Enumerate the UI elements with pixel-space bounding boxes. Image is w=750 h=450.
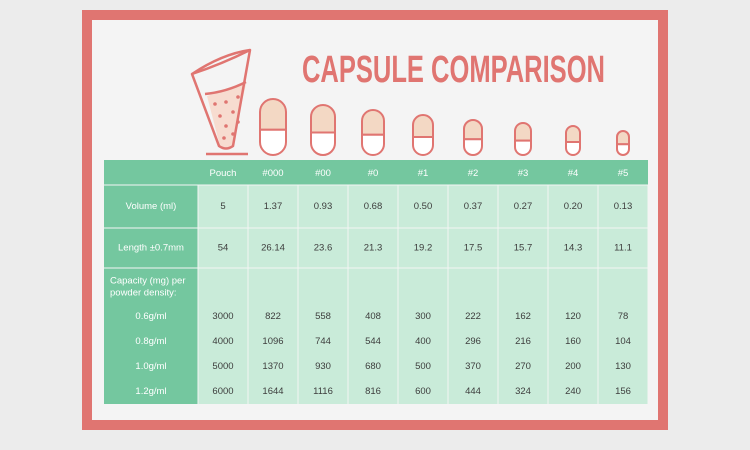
density-label: 0.8g/ml bbox=[135, 336, 166, 347]
cell-value: 104 bbox=[615, 336, 631, 347]
cell-value: 324 bbox=[515, 386, 531, 397]
pouch-icon bbox=[190, 48, 252, 156]
capsule-bottom bbox=[412, 136, 434, 156]
cell-value: 544 bbox=[365, 336, 381, 347]
cell-value: 3000 bbox=[212, 311, 233, 322]
column-header: #5 bbox=[618, 168, 629, 179]
cell-value: 17.5 bbox=[464, 243, 483, 254]
cell-value: 600 bbox=[415, 386, 431, 397]
cell-value: 408 bbox=[365, 311, 381, 322]
capsule-top bbox=[463, 119, 483, 141]
label-column bbox=[104, 185, 198, 404]
capsule-bottom bbox=[565, 140, 581, 156]
row-label: Length ±0.7mm bbox=[118, 243, 184, 254]
cell-value: 1.37 bbox=[264, 201, 283, 212]
cells bbox=[198, 185, 648, 404]
cell-value: 26.14 bbox=[261, 243, 285, 254]
cell-value: 444 bbox=[465, 386, 481, 397]
cell-value: 0.68 bbox=[364, 201, 383, 212]
cell-value: 0.93 bbox=[314, 201, 333, 212]
cell-value: 6000 bbox=[212, 386, 233, 397]
cell-value: 1644 bbox=[262, 386, 283, 397]
column-header: #1 bbox=[418, 168, 429, 179]
cell-value: 1096 bbox=[262, 336, 283, 347]
cell-value: 370 bbox=[465, 361, 481, 372]
cell-value: 14.3 bbox=[564, 243, 583, 254]
capsule-bottom bbox=[259, 128, 287, 156]
density-label: 1.2g/ml bbox=[135, 386, 166, 397]
cell-value: 270 bbox=[515, 361, 531, 372]
table: Pouch #000 #00 #0 #1 #2 #3 #4 #5 Volume (ml) 5 1.37… bbox=[104, 160, 649, 404]
column-header: #0 bbox=[368, 168, 379, 179]
capsule-top bbox=[361, 109, 385, 136]
capsule-icons bbox=[259, 98, 630, 156]
capsule-bottom bbox=[310, 131, 336, 156]
density-label: 0.6g/ml bbox=[135, 311, 166, 322]
cell-value: 216 bbox=[515, 336, 531, 347]
cell-value: 23.6 bbox=[314, 243, 333, 254]
title: CAPSULE COMPARISON bbox=[302, 49, 605, 91]
cell-value: 156 bbox=[615, 386, 631, 397]
cell-value: 500 bbox=[415, 361, 431, 372]
cell-value: 21.3 bbox=[364, 243, 383, 254]
cell-value: 162 bbox=[515, 311, 531, 322]
column-header: #2 bbox=[468, 168, 479, 179]
cell-value: 558 bbox=[315, 311, 331, 322]
density-label: 1.0g/ml bbox=[135, 361, 166, 372]
cell-value: 0.27 bbox=[514, 201, 533, 212]
cell-value: 5000 bbox=[212, 361, 233, 372]
cell-value: 200 bbox=[565, 361, 581, 372]
row-label: Volume (ml) bbox=[126, 201, 177, 212]
capacity-label: powder density: bbox=[110, 288, 177, 299]
capsule-top bbox=[565, 125, 581, 143]
cell-value: 130 bbox=[615, 361, 631, 372]
cell-value: 5 bbox=[220, 201, 225, 212]
cell-value: 822 bbox=[265, 311, 281, 322]
cell-value: 1370 bbox=[262, 361, 283, 372]
cell-value: 0.50 bbox=[414, 201, 433, 212]
cell-value: 1116 bbox=[313, 386, 333, 397]
column-header: #00 bbox=[315, 168, 331, 179]
cell-value: 54 bbox=[218, 243, 229, 254]
cell-value: 300 bbox=[415, 311, 431, 322]
capsule-top bbox=[616, 130, 630, 146]
column-header: #3 bbox=[518, 168, 529, 179]
cell-value: 0.37 bbox=[464, 201, 483, 212]
cell-value: 160 bbox=[565, 336, 581, 347]
cell-value: 4000 bbox=[212, 336, 233, 347]
cell-value: 222 bbox=[465, 311, 481, 322]
cell-value: 19.2 bbox=[414, 243, 433, 254]
capsule-bottom bbox=[514, 139, 532, 156]
cell-value: 816 bbox=[365, 386, 381, 397]
capsule-top bbox=[514, 122, 532, 142]
capsule-top bbox=[412, 114, 434, 138]
cell-value: 240 bbox=[565, 386, 581, 397]
capsule-bottom bbox=[616, 143, 630, 156]
capacity-label: Capacity (mg) per bbox=[110, 276, 186, 287]
cell-value: 120 bbox=[565, 311, 581, 322]
cell-value: 0.13 bbox=[614, 201, 633, 212]
capsule-top bbox=[259, 98, 287, 131]
header-row bbox=[104, 160, 648, 185]
cell-value: 11.1 bbox=[614, 243, 632, 254]
cell-value: 296 bbox=[465, 336, 481, 347]
cell-value: 744 bbox=[315, 336, 331, 347]
cell-value: 78 bbox=[618, 311, 629, 322]
capsule-bottom bbox=[463, 138, 483, 156]
column-header: #000 bbox=[262, 168, 283, 179]
column-header: #4 bbox=[568, 168, 579, 179]
cell-value: 15.7 bbox=[514, 243, 533, 254]
cell-value: 680 bbox=[365, 361, 381, 372]
pouch-dots bbox=[213, 95, 240, 140]
capsule-top bbox=[310, 104, 336, 134]
column-header: Pouch bbox=[210, 168, 237, 179]
cell-value: 930 bbox=[315, 361, 331, 372]
capsule-bottom bbox=[361, 133, 385, 156]
cell-value: 400 bbox=[415, 336, 431, 347]
cell-value: 0.20 bbox=[564, 201, 583, 212]
